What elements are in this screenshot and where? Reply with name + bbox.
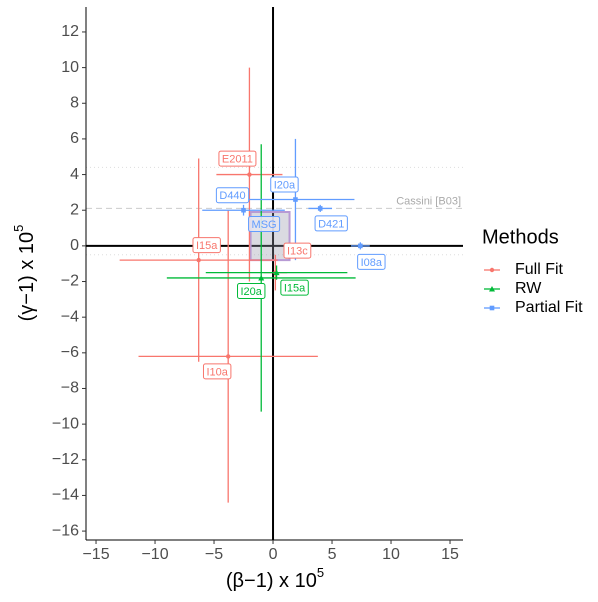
point-label-group: I20a <box>270 176 299 193</box>
point-label: I20a <box>241 286 263 298</box>
y-tick-label: −12 <box>52 451 79 468</box>
point <box>241 207 246 213</box>
point-label: I13c <box>287 246 308 258</box>
point-label-group: I20a <box>237 282 266 299</box>
point-label: MSG <box>252 219 277 231</box>
legend-marker <box>489 267 495 273</box>
point-label: I08a <box>361 257 383 269</box>
point-label-box <box>192 237 221 254</box>
point-label-box <box>357 253 386 270</box>
y-tick-label: −10 <box>52 415 79 432</box>
reference-label: Cassini [B03] <box>396 195 461 207</box>
point-label: I15a <box>284 283 306 295</box>
point-label-group: MSG <box>248 216 281 232</box>
y-tick-label: 4 <box>70 166 79 183</box>
y-tick-label: −2 <box>61 273 79 290</box>
legend-title: Methods <box>482 226 559 248</box>
point <box>196 257 201 263</box>
point-label-group: I08a <box>357 253 386 270</box>
x-tick-label: 15 <box>441 546 459 563</box>
y-tick-label: 0 <box>70 237 79 254</box>
x-tick-label: −10 <box>141 546 168 563</box>
point-label: D421 <box>318 218 344 230</box>
x-axis-title-exp: 5 <box>317 565 324 580</box>
y-tick-label: −14 <box>52 487 79 504</box>
point-label: I20a <box>274 179 296 191</box>
x-axis-title-base: (β−1) x 10 <box>226 570 317 592</box>
y-axis-title-base: (γ−1) x 10 <box>16 232 38 321</box>
point-label-box <box>237 282 266 299</box>
x-tick-label: 0 <box>269 546 278 563</box>
point-label-group: I10a <box>202 363 232 380</box>
point <box>317 206 323 211</box>
point-label-box <box>215 187 250 204</box>
point-label-group: D421 <box>314 215 348 232</box>
point <box>273 269 280 276</box>
point-label-box <box>314 215 348 232</box>
point <box>247 172 252 177</box>
point <box>358 243 363 249</box>
point-label-group: E2011 <box>218 150 257 167</box>
y-tick-label: −6 <box>61 344 79 361</box>
point-label: E2011 <box>222 153 253 165</box>
point-label-box <box>270 176 299 193</box>
legend-marker <box>489 286 495 292</box>
x-tick-label: 10 <box>382 546 400 563</box>
y-axis-title: (γ−1) x 105 <box>11 225 38 322</box>
point-label-box <box>280 279 309 296</box>
point-label: D440 <box>219 190 245 202</box>
x-tick-label: 5 <box>328 546 337 563</box>
point <box>293 197 298 202</box>
legend-marker <box>489 305 495 311</box>
point-label-group: I15a <box>280 279 309 296</box>
point-label-box <box>202 363 232 380</box>
y-tick-label: −16 <box>52 522 79 539</box>
y-tick-label: 6 <box>70 130 79 147</box>
point-label-group: D440 <box>215 187 250 204</box>
y-tick-label: 10 <box>61 59 79 76</box>
y-tick-label: −4 <box>61 308 79 325</box>
point-label-box <box>248 216 281 232</box>
legend-label: Full Fit <box>515 261 564 278</box>
point-label: I15a <box>196 240 218 252</box>
x-tick-label: −15 <box>82 546 109 563</box>
legend-label: RW <box>515 280 542 297</box>
point-label: I10a <box>206 366 228 378</box>
x-axis-title: (β−1) x 105 <box>226 565 324 592</box>
y-tick-label: 8 <box>70 94 79 111</box>
point <box>225 354 231 359</box>
y-tick-label: 12 <box>61 23 79 40</box>
point-label-box <box>283 242 312 259</box>
point <box>258 274 265 281</box>
y-tick-label: −8 <box>61 380 79 397</box>
y-axis-title-exp: 5 <box>11 225 26 232</box>
point-label-group: I13c <box>283 242 312 259</box>
point-label-group: I15a <box>192 237 221 254</box>
y-tick-label: 2 <box>70 201 79 218</box>
x-tick-label: −5 <box>205 546 223 563</box>
point-label-box <box>218 150 257 167</box>
legend-label: Partial Fit <box>515 299 583 316</box>
